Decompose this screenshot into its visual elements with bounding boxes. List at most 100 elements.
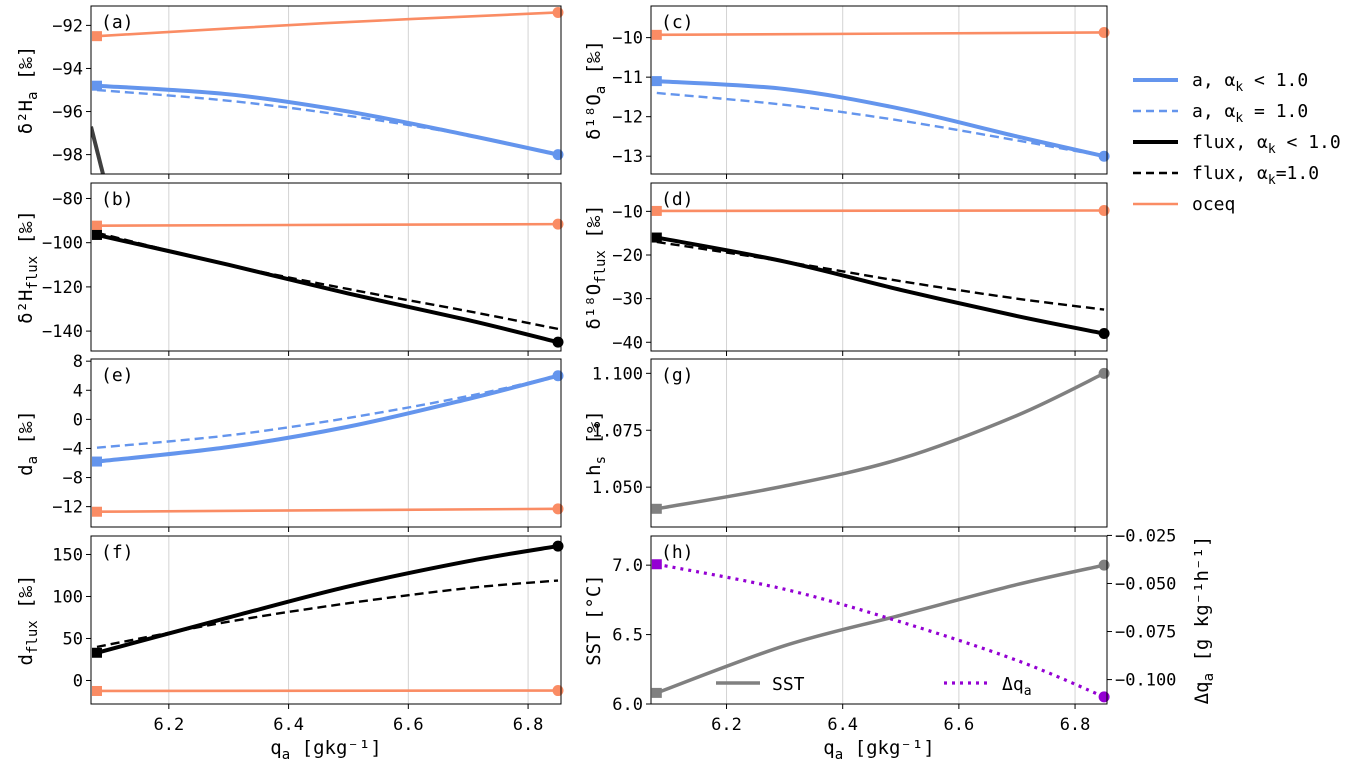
x-tick-label: 6.6 (393, 715, 424, 735)
y-tick-label: −140 (42, 322, 83, 342)
end-marker (552, 218, 564, 230)
y-tick-label: 0 (73, 410, 83, 430)
start-marker (91, 456, 102, 467)
end-marker (1098, 367, 1110, 379)
start-marker (651, 29, 662, 40)
panel-label: (b) (101, 189, 134, 210)
panel-label: (f) (101, 542, 134, 563)
end-marker (552, 6, 564, 18)
y-axis-label: dflux [‰] (15, 575, 41, 666)
series-flux_eq (96, 231, 559, 331)
x-tick-label: 6.2 (153, 715, 184, 735)
series-oceq (96, 507, 559, 514)
panel-label: (c) (661, 12, 694, 33)
x-tick-label: 6.4 (273, 715, 304, 735)
axes-frame (650, 535, 1108, 705)
start-marker (651, 559, 662, 570)
panel-label: (g) (661, 365, 694, 386)
series-flux_eq (656, 240, 1105, 311)
y-tick-label: −92 (52, 16, 83, 36)
y-tick-label: −80 (52, 189, 83, 209)
end-marker (552, 336, 564, 348)
start-marker (91, 685, 102, 696)
y-axis-label: δ²Ha [‰] (15, 46, 41, 135)
y-axis-label: δ²Hflux [‰] (15, 210, 41, 324)
series-flux_kin (96, 544, 559, 655)
axes-frame (90, 5, 562, 175)
axes-frame (90, 358, 562, 528)
y-tick-label: −100 (42, 234, 83, 254)
series-a_kin (96, 373, 559, 464)
y-tick-label: −4 (63, 439, 83, 459)
y-tick-label: 6.0 (612, 695, 643, 715)
y-tick-label: −12 (52, 498, 83, 518)
y-tick-label: −8 (63, 469, 83, 489)
y-tick-label: 1.050 (592, 478, 643, 498)
y2-tick-label: −0.050 (1115, 574, 1176, 594)
legend-entry: a, αk = 1.0 (1192, 101, 1308, 126)
y-tick-label: 50 (63, 629, 83, 649)
y-tick-label: 6.5 (612, 626, 643, 646)
y-tick-label: 100 (52, 587, 83, 607)
end-marker (1098, 328, 1110, 340)
y-tick-label: −30 (612, 290, 643, 310)
y-tick-label: 4 (73, 381, 83, 401)
legend-entry: oceq (1192, 194, 1235, 215)
end-marker (1098, 691, 1110, 703)
start-marker (91, 229, 102, 240)
legend-entry: flux, αk=1.0 (1192, 163, 1319, 188)
y-tick-label: −20 (612, 246, 643, 266)
panel-g: 1.100 1.075 1.050 (g) hs [%] (583, 358, 1110, 532)
legend-dq-label: Δqa (1002, 674, 1032, 699)
y-tick-label: 150 (52, 545, 83, 565)
series-a_eq (96, 374, 559, 449)
y-axis-label: hs [%] (583, 410, 609, 476)
y-tick-label: −12 (612, 108, 643, 128)
x-tick-label: 6.6 (944, 715, 975, 735)
y-tick-label: 0 (73, 671, 83, 691)
axes-frame (90, 182, 562, 352)
series-flux_stub (91, 126, 105, 174)
y-tick-label: −98 (52, 146, 83, 166)
series-gray (656, 563, 1105, 695)
x-tick-label: 6.8 (513, 715, 544, 735)
y2-tick-label: −0.075 (1115, 623, 1176, 643)
start-marker (651, 205, 662, 216)
x-axis-label: qa [gkg⁻¹] (823, 737, 934, 763)
start-marker (651, 232, 662, 243)
series-a_kin (96, 83, 559, 157)
y-tick-label: −10 (612, 202, 643, 222)
panel-e: 8 4 0 −4 −8 −12 (e) da [‰] (15, 352, 564, 532)
start-marker (651, 503, 662, 514)
series-oceq (96, 222, 559, 227)
panel-c: −10 −11 −12 −13 (c) δ¹⁸Oa [‰] (583, 5, 1110, 179)
x-axis-label: qa [gkg⁻¹] (270, 737, 381, 763)
start-marker (651, 76, 662, 87)
start-marker (91, 220, 102, 231)
start-marker (651, 687, 662, 698)
y2-tick-label: −0.100 (1115, 671, 1176, 691)
y2-axis-label: Δqa [g kg⁻¹h⁻¹] (1191, 536, 1217, 705)
panel-label: (a) (101, 12, 134, 33)
start-marker (91, 506, 102, 517)
end-marker (552, 503, 564, 515)
y-tick-label: −94 (52, 59, 83, 79)
y-axis-label: da [‰] (15, 410, 41, 476)
y-tick-label: −11 (612, 68, 643, 88)
start-marker (91, 647, 102, 658)
panel-a: −92 −94 −96 −98 (a) δ²Ha [‰] (15, 5, 564, 179)
y-tick-label: 1.100 (592, 364, 643, 384)
axes-frame (650, 358, 1108, 528)
y-axis-label: δ¹⁸Oflux [‰] (583, 204, 609, 329)
y-tick-label: 1.075 (592, 421, 643, 441)
legend-entry: flux, αk < 1.0 (1192, 132, 1341, 157)
end-marker (1098, 204, 1110, 216)
end-marker (552, 685, 564, 697)
panel-b: −80 −100 −120 −140 (b) δ²Hflux [‰] (15, 182, 564, 356)
series-purple (656, 562, 1105, 699)
series-gray (656, 371, 1105, 511)
y2-tick-label: −0.025 (1115, 526, 1176, 546)
x-tick-label: 6.8 (1060, 715, 1091, 735)
series-flux_eq (96, 579, 559, 649)
